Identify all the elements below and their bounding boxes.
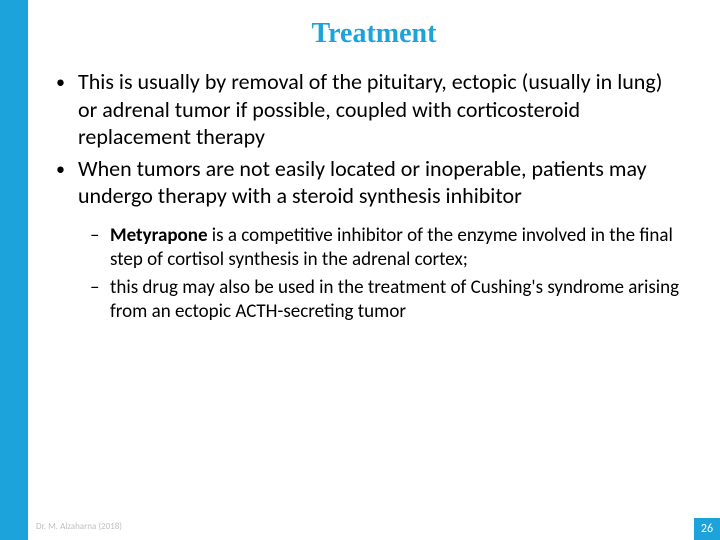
sub-bullet-item: – Metyrapone is a competitive inhibitor … [90,224,684,273]
slide-content: • This is usually by removal of the pitu… [28,62,720,325]
slide: Treatment • This is usually by removal o… [0,0,720,540]
sub-bullet-marker: – [90,224,110,273]
bullet-text: When tumors are not easily located or in… [78,155,684,210]
bullet-item: • This is usually by removal of the pitu… [56,68,684,151]
bullet-item: • When tumors are not easily located or … [56,155,684,210]
slide-title: Treatment [28,0,720,62]
bullet-text: This is usually by removal of the pituit… [78,68,684,151]
footer-credit: Dr. M. Alzaharna (2018) [36,521,122,532]
sub-bullet-text: Metyrapone is a competitive inhibitor of… [110,224,684,273]
sub-bullet-text: this drug may also be used in the treatm… [110,276,684,325]
spacer [56,214,684,224]
page-number: 26 [694,518,720,540]
sub-bullet-rest: this drug may also be used in the treatm… [110,276,679,323]
sub-bullet-bold: Metyrapone [110,224,208,247]
sub-bullet-item: – this drug may also be used in the trea… [90,276,684,325]
bullet-marker: • [56,68,78,151]
sub-bullet-marker: – [90,276,110,325]
bullet-marker: • [56,155,78,210]
